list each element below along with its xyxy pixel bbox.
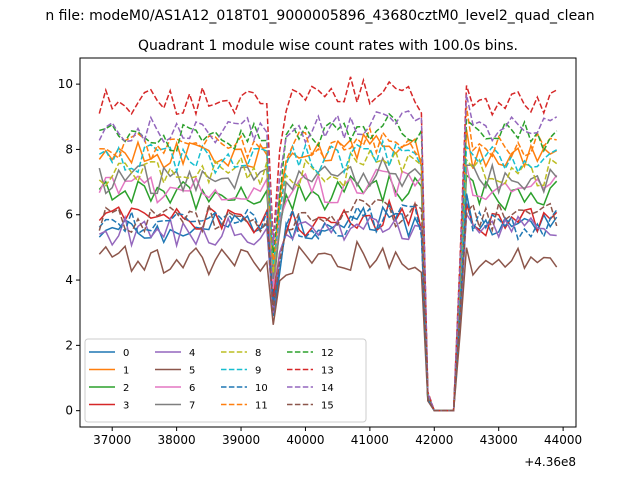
legend-label: 8 bbox=[255, 348, 261, 359]
series-line-0 bbox=[98, 193, 558, 412]
y-tick-label: 0 bbox=[65, 404, 73, 418]
series-line-14 bbox=[98, 94, 558, 412]
series-line-5 bbox=[98, 239, 558, 412]
legend-label: 12 bbox=[321, 348, 334, 359]
series-line-9 bbox=[98, 138, 558, 412]
x-tick-label: 39000 bbox=[222, 433, 260, 447]
legend-label: 6 bbox=[189, 383, 195, 394]
x-tick-label: 40000 bbox=[286, 433, 324, 447]
x-offset-label: +4.36e8 bbox=[524, 455, 576, 469]
y-tick-label: 6 bbox=[65, 208, 73, 222]
series-line-7 bbox=[98, 156, 558, 412]
y-tick-label: 10 bbox=[58, 77, 73, 91]
series-lines bbox=[98, 76, 558, 412]
chart-title: Quadrant 1 module wise count rates with … bbox=[138, 38, 518, 54]
y-tick-label: 8 bbox=[65, 142, 73, 156]
series-line-8 bbox=[98, 149, 558, 412]
y-tick-label: 2 bbox=[65, 338, 73, 352]
legend-label: 0 bbox=[123, 348, 129, 359]
series-line-13 bbox=[98, 76, 558, 412]
x-tick-label: 43000 bbox=[480, 433, 518, 447]
series-line-15 bbox=[98, 197, 558, 412]
x-tick-label: 38000 bbox=[158, 433, 196, 447]
series-line-4 bbox=[99, 211, 557, 412]
x-tick-label: 41000 bbox=[351, 433, 389, 447]
x-tick-label: 37000 bbox=[93, 433, 131, 447]
x-tick-label: 44000 bbox=[544, 433, 582, 447]
legend-label: 5 bbox=[189, 366, 195, 377]
legend-label: 15 bbox=[321, 401, 334, 412]
legend-label: 11 bbox=[255, 401, 268, 412]
legend-label: 9 bbox=[255, 366, 261, 377]
x-tick-label: 42000 bbox=[415, 433, 453, 447]
legend-label: 3 bbox=[123, 401, 129, 412]
legend-label: 14 bbox=[321, 383, 334, 394]
legend-label: 7 bbox=[189, 401, 195, 412]
series-line-1 bbox=[98, 129, 558, 412]
plot-frame bbox=[79, 57, 577, 428]
series-line-10 bbox=[98, 193, 558, 412]
series-line-6 bbox=[98, 164, 558, 412]
legend-label: 4 bbox=[189, 348, 195, 359]
legend-label: 13 bbox=[321, 366, 334, 377]
series-line-2 bbox=[98, 173, 558, 412]
y-axis: 0 2 4 6 8 10 bbox=[58, 77, 80, 418]
y-tick-label: 4 bbox=[65, 273, 73, 287]
legend-label: 2 bbox=[123, 383, 129, 394]
series-line-12 bbox=[99, 112, 558, 412]
x-axis: 37000 38000 39000 40000 41000 42000 43000 44000 bbox=[93, 427, 582, 447]
legend-label: 1 bbox=[123, 366, 129, 377]
legend-box bbox=[84, 338, 367, 423]
legend-label: 10 bbox=[255, 383, 268, 394]
series-line-11 bbox=[99, 106, 557, 412]
suptitle: n file: modeM0/AS1A12_018T01_9000005896_… bbox=[45, 8, 594, 24]
